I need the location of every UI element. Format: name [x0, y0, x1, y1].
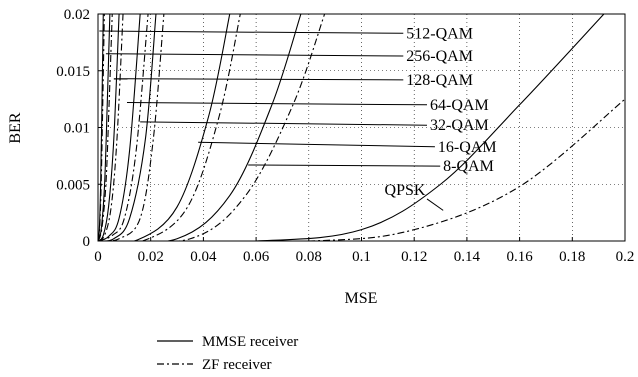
leader-64-qam [126, 102, 428, 106]
axes [97, 13, 626, 242]
curve-zf-16-qam [98, 14, 241, 241]
y-tick-label: 0 [83, 234, 91, 250]
x-tick-label: 0 [94, 249, 102, 265]
plot-frame [97, 13, 626, 242]
curve-zf-256-qam [98, 14, 113, 241]
x-axis-title: MSE [345, 290, 378, 307]
x-tick-label: 0.14 [454, 249, 481, 265]
y-tick-label: 0.01 [64, 121, 90, 137]
x-tick-label: 0.12 [401, 249, 427, 265]
leader-128-qam [113, 78, 404, 81]
leader-32-qam [140, 121, 428, 126]
legend: MMSE receiver ZF receiver [157, 334, 298, 373]
modulation-labels: 512-QAM 256-QAM 128-QAM 64-QAM 32-QAM 16-QAM 8… [99, 25, 497, 211]
legend-label-mmse: MMSE receiver [202, 334, 298, 350]
label-16-qam: 16-QAM [438, 139, 497, 156]
leader-256-qam [105, 53, 404, 57]
curve-zf-32-qam [98, 14, 165, 241]
x-tick-label: 0.18 [559, 249, 585, 265]
x-tick-labels: 0 0.02 0.04 0.06 0.08 0.1 0.12 0.14 0.16 0.18 0.2 [94, 249, 634, 265]
y-tick-labels: 0 0.005 0.01 0.015 0.02 [56, 7, 90, 250]
leader-8-qam [248, 164, 441, 167]
curve-mmse-64-qam [98, 14, 141, 241]
curves [98, 14, 625, 241]
curve-mmse-qpsk [98, 14, 605, 241]
x-tick-label: 0.08 [296, 249, 322, 265]
leader-qpsk [426, 198, 444, 211]
label-256-qam: 256-QAM [406, 48, 473, 65]
y-tick-label: 0.015 [56, 64, 90, 80]
y-tick-label: 0.005 [56, 177, 90, 193]
x-tick-label: 0.2 [616, 249, 635, 265]
leader-16-qam [198, 141, 435, 148]
y-tick-label: 0.02 [64, 7, 90, 23]
x-tick-label: 0.1 [352, 249, 371, 265]
x-tick-label: 0.04 [190, 249, 217, 265]
x-tick-label: 0.06 [243, 249, 270, 265]
x-tick-label: 0.02 [138, 249, 164, 265]
leader-512-qam [99, 30, 404, 34]
curve-mmse-8-qam [98, 14, 302, 241]
curve-zf-64-qam [98, 14, 149, 241]
y-axis-title: BER [7, 112, 24, 143]
label-qpsk: QPSK [385, 182, 426, 199]
curve-mmse-32-qam [98, 14, 157, 241]
legend-label-zf: ZF receiver [202, 357, 272, 373]
label-512-qam: 512-QAM [406, 25, 473, 42]
label-128-qam: 128-QAM [406, 72, 473, 89]
curve-mmse-16-qam [98, 14, 231, 241]
curve-zf-512-qam [98, 14, 105, 241]
x-tick-label: 0.16 [506, 249, 533, 265]
label-32-qam: 32-QAM [430, 117, 489, 134]
label-64-qam: 64-QAM [430, 97, 489, 114]
label-8-qam: 8-QAM [443, 158, 494, 175]
